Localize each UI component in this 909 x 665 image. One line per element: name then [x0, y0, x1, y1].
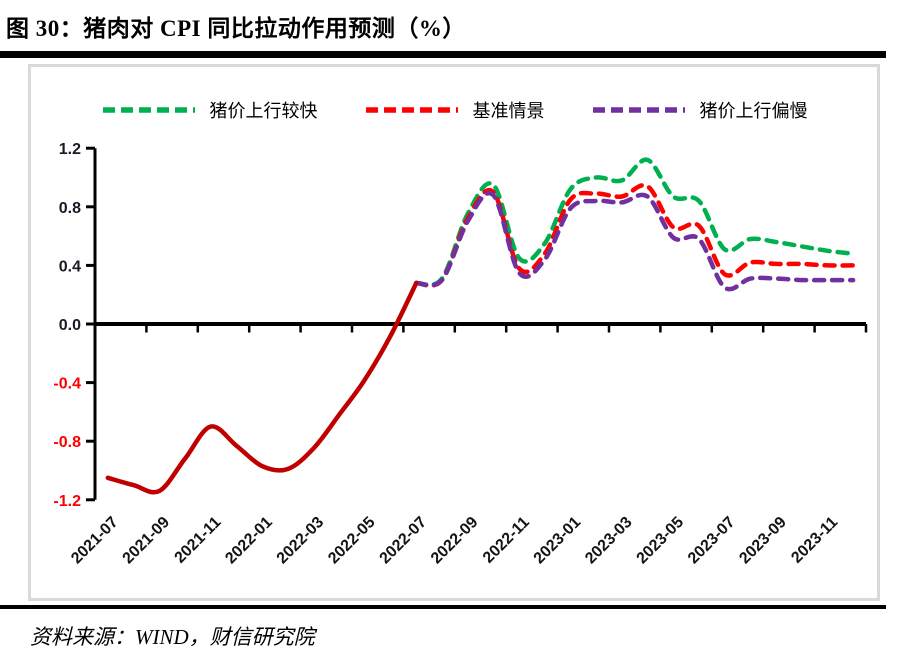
- x-tick-label: 2023-05: [634, 514, 688, 568]
- x-tick-label: 2023-09: [736, 514, 790, 568]
- legend-label-baseline: 基准情景: [472, 101, 545, 121]
- x-tick-label: 2022-09: [428, 514, 482, 568]
- chart-legend: 猪价上行较快 基准情景 猪价上行偏慢: [31, 97, 877, 123]
- x-tick-label: 2023-01: [531, 514, 585, 568]
- title-divider-rule: [0, 51, 886, 58]
- series-baseline-line: [414, 182, 856, 288]
- x-tick-label: 2022-05: [325, 514, 379, 568]
- x-tick-label: 2023-03: [582, 514, 636, 568]
- legend-baseline-dash-swatch: [365, 107, 458, 113]
- x-tick-label: 2021-09: [120, 514, 174, 568]
- series-history-line: [105, 280, 419, 495]
- x-tick-label: 2021-07: [68, 514, 122, 568]
- y-tick-label: 0.8: [59, 200, 81, 217]
- y-tick-label: 0.4: [59, 258, 81, 275]
- bottom-divider-rule: [0, 605, 886, 609]
- y-tick-label: -0.4: [53, 376, 81, 393]
- y-tick-label: 1.2: [59, 141, 81, 158]
- series-slow-line: [414, 190, 856, 292]
- x-tick-label: 2021-11: [172, 514, 225, 567]
- figure-title: 图 30：猪肉对 CPI 同比拉动作用预测（%）: [6, 16, 466, 41]
- legend-item-fast: 猪价上行较快: [101, 97, 318, 123]
- y-tick-label: -1.2: [53, 493, 81, 510]
- legend-label-fast: 猪价上行较快: [209, 101, 318, 121]
- x-tick-label: 2022-07: [377, 514, 431, 568]
- x-tick-label: 2023-11: [788, 514, 841, 567]
- legend-slow-dash-swatch: [592, 107, 685, 113]
- legend-item-baseline: 基准情景: [364, 97, 545, 123]
- y-tick-label: -0.8: [53, 434, 81, 451]
- x-tick-label: 2022-01: [222, 514, 276, 568]
- series-fast-line: [414, 157, 856, 288]
- legend-item-slow: 猪价上行偏慢: [591, 97, 808, 123]
- source-note: 资料来源：WIND，财信研究院: [30, 625, 315, 649]
- chart-container: 猪价上行较快 基准情景 猪价上行偏慢 1.2 0.8 0.4 0.0 -0.4 -0.8 -1.…: [28, 64, 880, 601]
- x-tick-label: 2022-11: [480, 514, 533, 567]
- x-tick-label: 2022-03: [274, 514, 328, 568]
- x-tick-label: 2023-07: [685, 514, 739, 568]
- line-chart: 1.20.80.40.0-0.4-0.8-1.22021-072021-0920…: [53, 141, 868, 568]
- y-tick-label: 0.0: [59, 317, 81, 334]
- legend-label-slow: 猪价上行偏慢: [699, 101, 808, 121]
- legend-fast-dash-swatch: [102, 107, 195, 113]
